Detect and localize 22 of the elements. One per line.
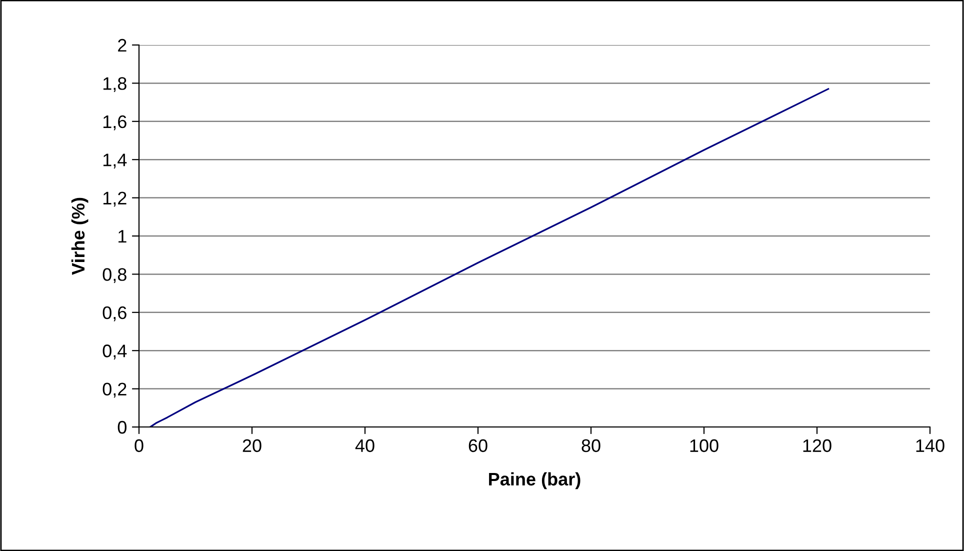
- y-tick-label: 0,8: [102, 268, 126, 284]
- y-tick-label: 1,2: [103, 192, 126, 207]
- line-series: [149, 88, 830, 427]
- y-tick-label: 2: [118, 38, 126, 52]
- x-tick-label: 140: [916, 439, 944, 452]
- y-tick-label: 0: [118, 420, 126, 434]
- x-tick-label: 120: [803, 439, 832, 452]
- y-axis-title: Virhe (%): [71, 198, 88, 275]
- y-tick-label: 0,4: [102, 344, 127, 360]
- x-axis-title: Paine (bar): [489, 472, 580, 490]
- y-tick-label: 1,6: [103, 115, 126, 130]
- y-tick-label: 0,6: [102, 306, 126, 322]
- y-tick-label: 0,2: [102, 382, 126, 398]
- x-tick-label: 40: [355, 439, 374, 452]
- x-tick-label: 80: [582, 439, 600, 452]
- y-tick-label: 1,8: [103, 77, 126, 92]
- x-tick-label: 100: [690, 439, 718, 452]
- x-tick-label: 20: [242, 439, 262, 452]
- y-tick-label: 1,4: [103, 154, 127, 168]
- x-tick-label: 60: [468, 439, 488, 452]
- x-tick-label: 0: [134, 439, 144, 452]
- y-tick-label: 1: [118, 230, 126, 243]
